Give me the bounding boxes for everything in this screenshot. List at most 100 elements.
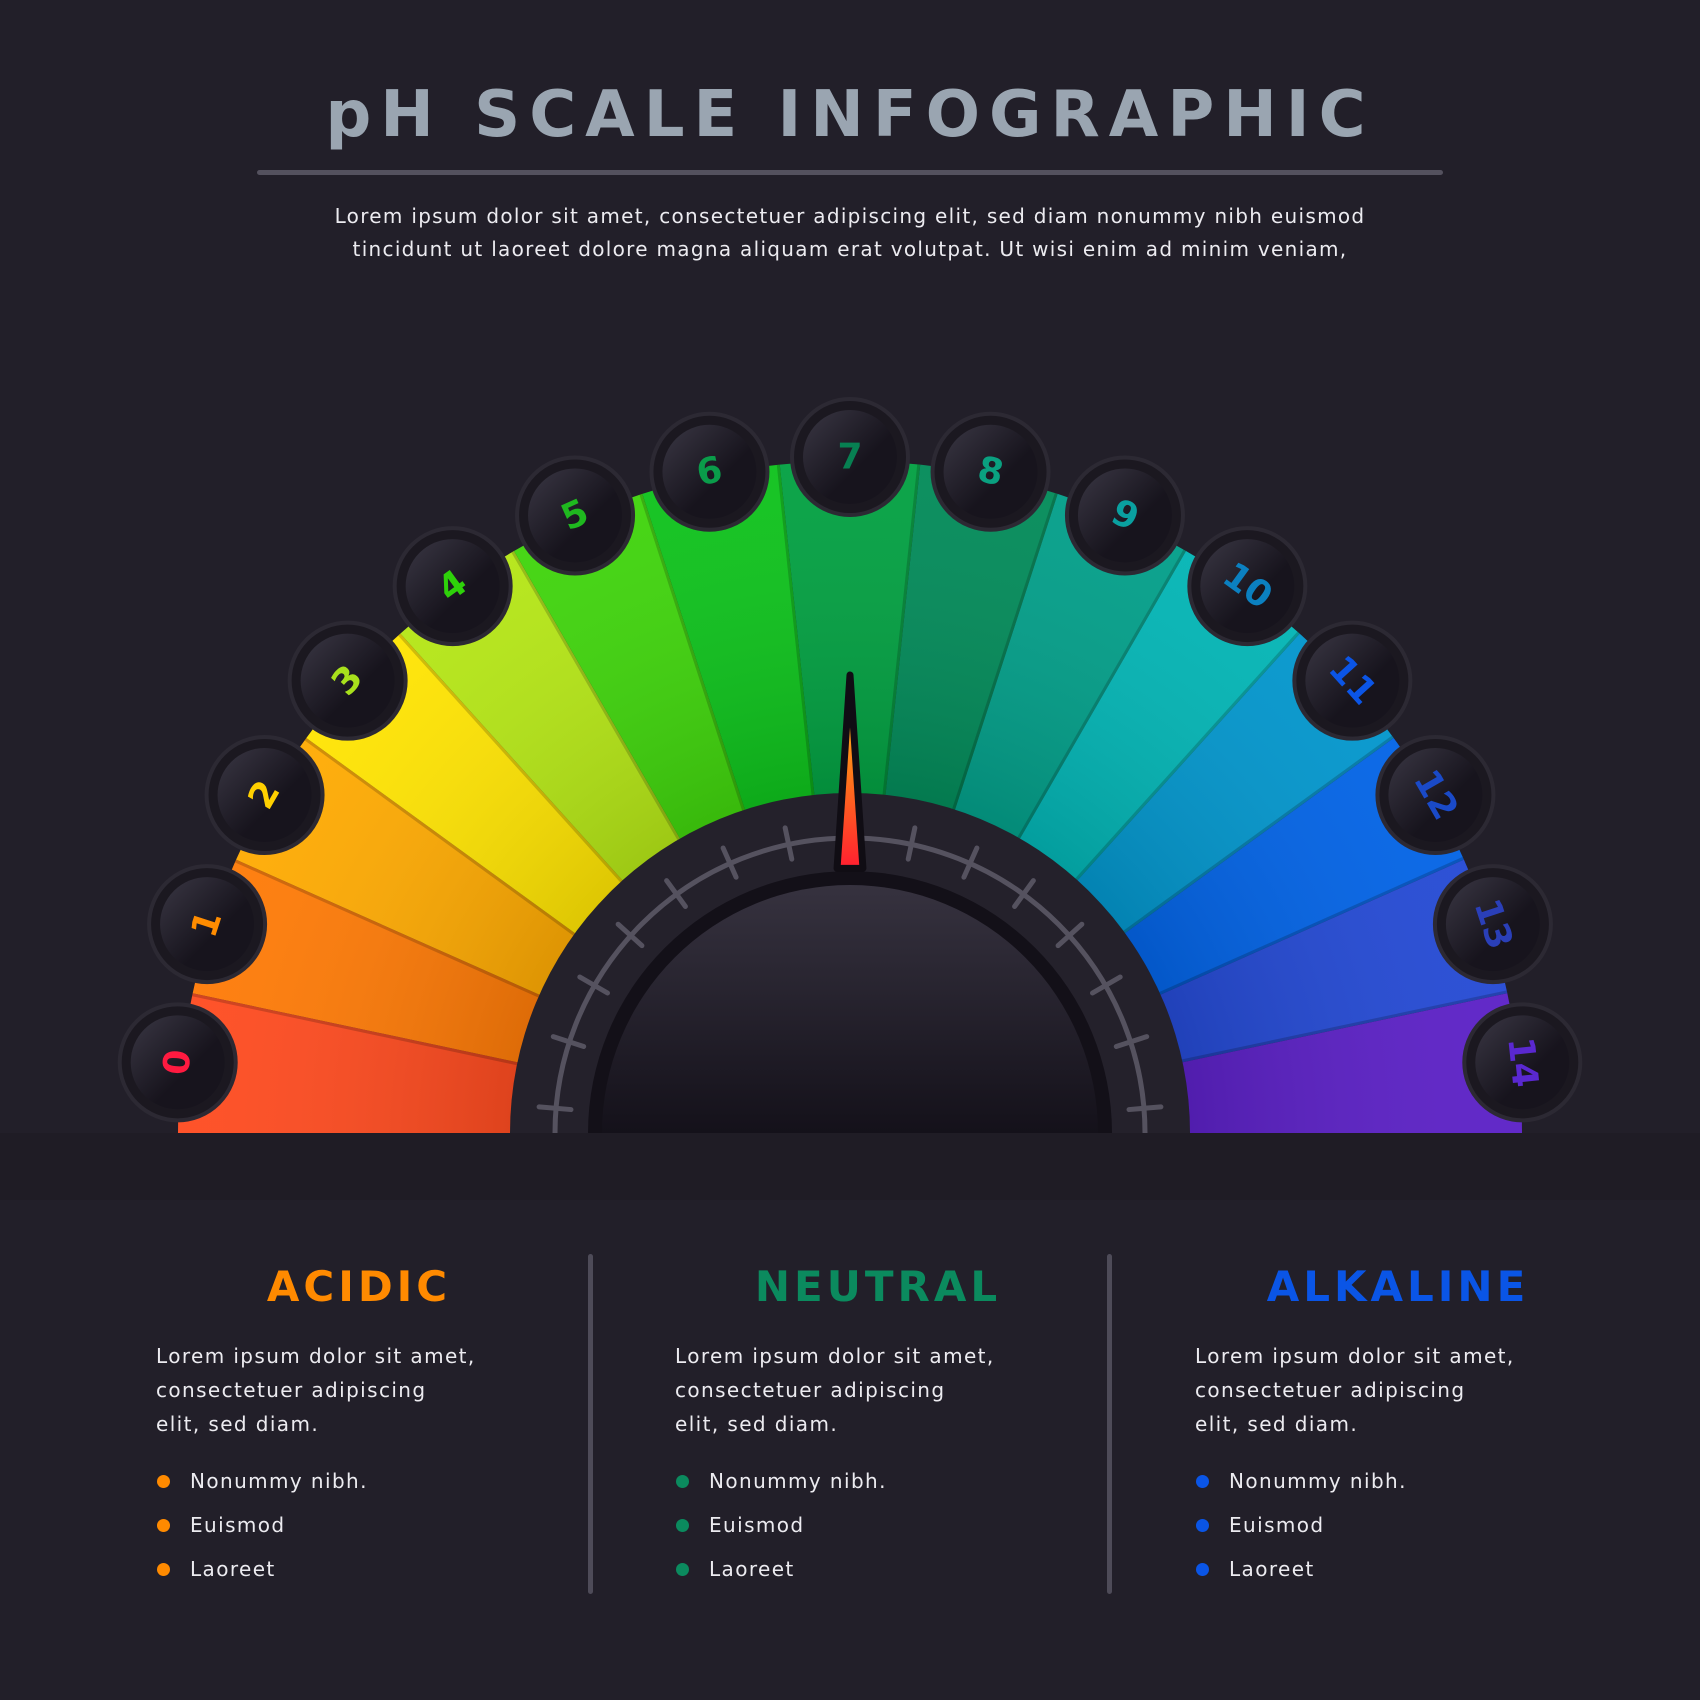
list-item-label: Nonummy nibh. <box>709 1469 887 1493</box>
title-underline <box>257 170 1443 175</box>
list-item-label: Euismod <box>709 1513 805 1537</box>
dial-tick <box>961 845 980 880</box>
bullet-dot-icon <box>157 1474 170 1488</box>
dial-tick <box>577 974 611 996</box>
ph-value-0: 0 <box>117 1002 238 1123</box>
bullet-list: Nonummy nibh. Euismod Laoreet <box>675 1459 1095 1591</box>
page-title: pH SCALE INFOGRAPHIC <box>325 78 1375 152</box>
ph-value-8: 8 <box>930 411 1051 532</box>
column-divider <box>588 1254 593 1594</box>
ph-value-5: 5 <box>515 455 636 576</box>
ph-value-10: 10 <box>1187 526 1308 647</box>
bullet-dot-icon <box>157 1518 170 1532</box>
ph-value-7: 7 <box>790 397 910 517</box>
ph-value-label: 7 <box>837 437 862 478</box>
list-item: Euismod <box>156 1503 576 1547</box>
dial-tick <box>536 1104 574 1113</box>
list-item-label: Laoreet <box>709 1557 795 1581</box>
ph-value-14: 14 <box>1462 1002 1583 1123</box>
description-line: consectetuer adipiscing <box>156 1378 427 1402</box>
category-title: ALKALINE <box>1266 1262 1530 1311</box>
bullet-dot-icon <box>1196 1474 1209 1488</box>
category-title: NEUTRAL <box>754 1262 1002 1311</box>
list-item: Laoreet <box>675 1547 1095 1591</box>
bullet-list: Nonummy nibh. Euismod Laoreet <box>156 1459 576 1591</box>
value-badge <box>130 1015 225 1110</box>
list-item-label: Laoreet <box>190 1557 276 1581</box>
dial-tick <box>720 845 739 880</box>
list-item-label: Laoreet <box>1229 1557 1315 1581</box>
value-badge <box>803 410 897 504</box>
bullet-dot-icon <box>1196 1518 1209 1532</box>
description-line: Lorem ipsum dolor sit amet, <box>675 1344 995 1368</box>
dial-tick <box>1012 878 1036 909</box>
value-badge <box>405 539 500 634</box>
dial-tick <box>1089 974 1123 996</box>
dial-tick <box>615 921 645 949</box>
value-badge <box>1305 633 1400 728</box>
value-badge <box>1445 877 1540 972</box>
dial-tick <box>550 1034 587 1049</box>
description-line: elit, sed diam. <box>675 1412 839 1436</box>
ph-value-11: 11 <box>1292 620 1413 741</box>
category-title: ACIDIC <box>266 1262 452 1311</box>
ph-value-13: 13 <box>1432 864 1553 985</box>
ph-value-1: 1 <box>147 864 268 985</box>
ph-value-3: 3 <box>287 620 408 741</box>
dial-tick <box>1126 1104 1164 1113</box>
dial-tick <box>905 825 918 862</box>
needle <box>833 671 867 872</box>
bullet-list: Nonummy nibh. Euismod Laoreet <box>1195 1459 1615 1591</box>
value-badge <box>1200 539 1295 634</box>
dial-tick <box>1055 921 1085 949</box>
bullet-dot-icon <box>676 1562 689 1576</box>
description-line: Lorem ipsum dolor sit amet, <box>1195 1344 1515 1368</box>
list-item: Euismod <box>1195 1503 1615 1547</box>
value-badge <box>300 633 395 728</box>
value-badge <box>217 748 312 842</box>
ph-value-12: 12 <box>1375 735 1496 855</box>
category-description: Lorem ipsum dolor sit amet, consectetuer … <box>675 1339 1095 1441</box>
dial-tick <box>1113 1034 1150 1049</box>
list-item: Laoreet <box>1195 1547 1615 1591</box>
list-item-label: Euismod <box>190 1513 286 1537</box>
category-column-acidic: ACIDIC Lorem ipsum dolor sit amet, consect… <box>156 1262 576 1591</box>
ph-value-label: 14 <box>1499 1035 1545 1089</box>
ph-value-2: 2 <box>204 735 325 855</box>
list-item: Nonummy nibh. <box>675 1459 1095 1503</box>
bullet-dot-icon <box>1196 1562 1209 1576</box>
value-badge <box>1077 468 1172 563</box>
list-item: Nonummy nibh. <box>156 1459 576 1503</box>
list-item: Euismod <box>675 1503 1095 1547</box>
value-badge <box>1388 748 1483 842</box>
list-item: Nonummy nibh. <box>1195 1459 1615 1503</box>
bullet-dot-icon <box>157 1562 170 1576</box>
dial-tick <box>782 825 795 862</box>
bullet-dot-icon <box>676 1518 689 1532</box>
bullet-dot-icon <box>676 1474 689 1488</box>
dial-tick <box>664 878 688 909</box>
category-description: Lorem ipsum dolor sit amet, consectetuer … <box>156 1339 576 1441</box>
ph-value-6: 6 <box>649 411 770 532</box>
description-line: consectetuer adipiscing <box>675 1378 946 1402</box>
value-badge <box>943 424 1038 519</box>
value-badge <box>662 424 757 519</box>
list-item-label: Nonummy nibh. <box>190 1469 368 1493</box>
description-line: elit, sed diam. <box>156 1412 320 1436</box>
description-line: elit, sed diam. <box>1195 1412 1359 1436</box>
category-column-alkaline: ALKALINE Lorem ipsum dolor sit amet, conse… <box>1195 1262 1615 1591</box>
subtitle-line-1: Lorem ipsum dolor sit amet, consectetuer… <box>334 204 1366 228</box>
ph-value-4: 4 <box>392 526 513 647</box>
ph-value-9: 9 <box>1064 455 1185 576</box>
category-description: Lorem ipsum dolor sit amet, consectetuer … <box>1195 1339 1615 1441</box>
subtitle-line-2: tincidunt ut laoreet dolore magna aliqua… <box>352 237 1348 261</box>
column-divider <box>1107 1254 1112 1594</box>
ph-value-label: 0 <box>156 1048 199 1077</box>
list-item: Laoreet <box>156 1547 576 1591</box>
description-line: Lorem ipsum dolor sit amet, <box>156 1344 476 1368</box>
list-item-label: Nonummy nibh. <box>1229 1469 1407 1493</box>
base-band <box>0 1133 1700 1200</box>
category-column-neutral: NEUTRAL Lorem ipsum dolor sit amet, consec… <box>675 1262 1095 1591</box>
description-line: consectetuer adipiscing <box>1195 1378 1466 1402</box>
